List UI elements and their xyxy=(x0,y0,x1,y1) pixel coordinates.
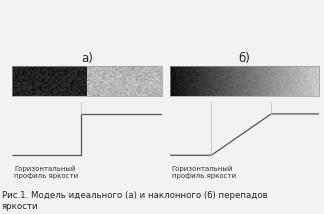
Text: б): б) xyxy=(238,52,250,65)
Text: Горизонтальный
профиль яркости: Горизонтальный профиль яркости xyxy=(171,165,236,179)
Text: Рис.1. Модель идеального (а) и наклонного (б) перепадов
яркости: Рис.1. Модель идеального (а) и наклонног… xyxy=(2,191,268,211)
Text: а): а) xyxy=(81,52,93,65)
Text: Горизонтальный
профиль яркости: Горизонтальный профиль яркости xyxy=(14,165,78,179)
